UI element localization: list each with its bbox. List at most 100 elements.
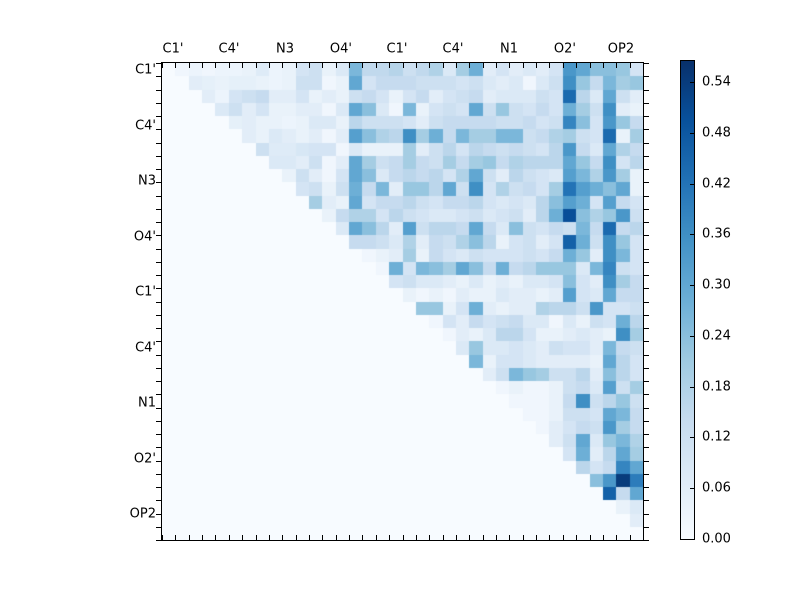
y-tick-mark-right [644,102,649,104]
y-tick-label: C1' [135,62,156,78]
x-tick-mark-top [202,63,204,68]
y-tick-mark-left [156,129,161,131]
x-tick-mark-top [308,63,310,68]
x-tick-mark-top [576,63,578,68]
y-tick-mark-left [156,248,161,250]
x-tick-mark-top [602,63,604,68]
x-tick-mark-bottom [202,535,204,540]
x-tick-mark-bottom [322,535,324,540]
x-tick-mark-top [589,63,591,68]
heatmap-cells-canvas [162,63,643,540]
colorbar-tick-mark [690,336,694,337]
x-tick-mark-top [282,63,284,68]
y-tick-mark-right [644,460,649,462]
y-tick-mark-right [644,540,649,541]
y-tick-mark-left [156,169,161,170]
x-tick-mark-top [255,63,257,68]
y-tick-mark-left [156,208,161,210]
colorbar-tick-label: 0.36 [702,226,731,242]
y-tick-mark-right [644,129,649,131]
x-tick-mark-top [188,63,190,68]
y-tick-mark-right [644,301,649,303]
x-tick-mark-top [455,63,457,68]
y-tick-mark-right [644,142,649,144]
x-tick-mark-top [295,63,297,68]
colorbar [680,60,695,540]
x-tick-mark-bottom [402,535,404,540]
x-tick-mark-bottom [375,535,377,540]
y-tick-mark-right [644,155,649,157]
colorbar-tick-label: 0.42 [702,176,731,192]
x-tick-mark-bottom [295,535,297,540]
y-tick-mark-right [644,63,649,64]
y-tick-label: OP2 [129,506,156,522]
y-tick-mark-left [156,235,161,237]
colorbar-tick-mark [690,133,694,134]
y-tick-mark-left [156,381,161,382]
x-tick-mark-bottom [509,535,511,540]
x-tick-mark-bottom [562,535,564,540]
y-tick-mark-right [644,235,649,237]
y-tick-label: C4' [135,340,156,356]
y-tick-mark-right [644,420,649,422]
colorbar-tick-mark [690,539,694,540]
y-tick-mark-right [644,169,649,170]
y-tick-label: C1' [135,284,156,300]
y-tick-mark-right [644,328,649,329]
x-tick-mark-bottom [349,535,351,540]
colorbar-tick-mark [690,82,694,83]
x-tick-mark-bottom [629,535,631,540]
x-tick-mark-top [549,63,551,68]
y-tick-label: N3 [138,173,156,189]
y-tick-mark-right [644,76,649,78]
y-tick-mark-left [156,314,161,316]
x-tick-label: C1' [386,41,408,57]
y-tick-label: O2' [133,451,156,467]
x-tick-label: N3 [275,41,294,57]
y-tick-mark-left [156,434,161,435]
y-tick-mark-right [644,222,649,223]
x-tick-mark-top [162,63,163,68]
x-tick-mark-bottom [268,535,270,540]
x-tick-mark-top [349,63,351,68]
y-tick-mark-left [156,487,161,488]
colorbar-tick-label: 0.30 [702,277,731,293]
colorbar-tick-mark [690,387,694,388]
x-tick-mark-bottom [549,535,551,540]
x-tick-mark-bottom [589,535,591,540]
x-tick-mark-top [268,63,270,68]
x-tick-mark-bottom [616,535,618,540]
y-tick-mark-left [156,63,161,64]
x-tick-mark-top [415,63,417,68]
x-tick-mark-bottom [536,535,538,540]
x-tick-mark-top [215,63,217,68]
y-tick-mark-left [156,182,161,184]
y-tick-mark-left [156,513,161,515]
y-tick-mark-left [156,473,161,475]
x-tick-label: C1' [162,41,184,57]
y-tick-label: O4' [133,229,156,245]
colorbar-tick-label: 0.54 [702,74,731,90]
x-tick-mark-bottom [415,535,417,540]
y-tick-mark-left [156,540,161,541]
colorbar-tick-label: 0.18 [702,379,731,395]
colorbar-tick-label: 0.12 [702,429,731,445]
x-tick-label: N1 [499,41,518,57]
x-tick-mark-bottom [522,535,524,540]
y-tick-mark-left [156,367,161,369]
colorbar-tick-label: 0.48 [702,125,731,141]
x-tick-mark-top [322,63,324,68]
y-tick-mark-right [644,248,649,250]
x-tick-mark-top [482,63,484,68]
y-tick-mark-right [644,208,649,210]
x-tick-mark-top [509,63,511,68]
x-tick-mark-top [335,63,337,68]
y-tick-mark-right [644,367,649,369]
y-tick-mark-left [156,288,161,290]
y-tick-mark-left [156,116,161,117]
colorbar-tick-mark [690,488,694,489]
plot-area [161,62,644,541]
x-tick-mark-bottom [389,535,391,540]
x-tick-mark-bottom [308,535,310,540]
